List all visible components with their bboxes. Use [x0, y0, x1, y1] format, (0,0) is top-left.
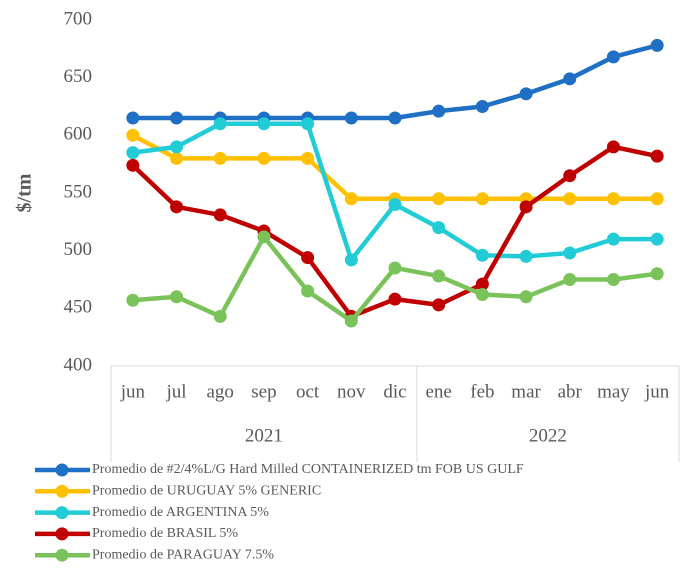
- point: [388, 198, 402, 212]
- point: [388, 292, 402, 306]
- y-tick-label: 550: [64, 181, 93, 202]
- point: [650, 232, 664, 246]
- point: [432, 221, 446, 235]
- x-tick-label: jul: [166, 381, 187, 402]
- point: [519, 200, 533, 214]
- legend-label: Promedio de URUGUAY 5% GENERIC: [92, 484, 321, 499]
- x-tick-label: abr: [558, 381, 583, 402]
- point: [563, 192, 577, 206]
- y-tick-label: 650: [64, 66, 93, 87]
- point: [170, 200, 184, 214]
- legend-label: Promedio de ARGENTINA 5%: [92, 505, 269, 520]
- point: [519, 290, 533, 304]
- point: [126, 158, 140, 172]
- legend-marker: [55, 506, 69, 520]
- point: [170, 290, 184, 304]
- point: [563, 246, 577, 260]
- point: [519, 87, 533, 101]
- point: [126, 128, 140, 142]
- group-label: 2021: [245, 425, 283, 446]
- y-tick-label: 500: [64, 239, 93, 260]
- x-tick-label: nov: [337, 381, 366, 402]
- y-tick-label: 450: [64, 297, 93, 318]
- x-tick-label: oct: [296, 381, 320, 402]
- point: [475, 100, 489, 113]
- series-line: [132, 121, 658, 263]
- point: [475, 192, 489, 206]
- point: [213, 151, 227, 165]
- x-tick-label: sep: [251, 381, 276, 402]
- x-tick-label: jun: [644, 381, 670, 402]
- point: [170, 111, 184, 125]
- point: [257, 117, 271, 131]
- point: [301, 251, 315, 265]
- x-tick-label: feb: [470, 381, 494, 402]
- point: [126, 293, 140, 307]
- point: [126, 111, 140, 125]
- legend-marker: [55, 548, 69, 562]
- point: [432, 298, 446, 312]
- legend-label: Promedio de PARAGUAY 7.5%: [92, 547, 274, 562]
- point: [519, 249, 533, 263]
- x-tick-label: mar: [511, 381, 541, 402]
- point: [475, 277, 489, 291]
- y-tick-label: 400: [64, 354, 93, 375]
- point: [563, 72, 577, 86]
- legend-label: Promedio de #2/4%L/G Hard Milled CONTAIN…: [92, 462, 524, 477]
- point: [650, 149, 664, 163]
- point: [301, 117, 315, 131]
- point: [126, 146, 140, 160]
- point: [170, 140, 184, 154]
- point: [606, 140, 620, 154]
- point: [388, 261, 402, 275]
- legend-marker: [55, 484, 69, 498]
- point: [257, 151, 271, 165]
- point: [606, 232, 620, 246]
- point: [432, 269, 446, 283]
- series-line: [132, 43, 658, 121]
- point: [606, 273, 620, 286]
- x-tick-label: ago: [207, 381, 234, 402]
- point: [301, 151, 315, 165]
- point: [213, 309, 227, 323]
- point: [650, 267, 664, 281]
- y-axis-label: $/tm: [14, 173, 36, 212]
- point: [388, 111, 402, 125]
- point: [563, 273, 577, 286]
- point: [432, 104, 446, 118]
- x-tick-label: may: [597, 381, 630, 402]
- y-tick-label: 700: [64, 8, 93, 29]
- point: [563, 169, 577, 183]
- point: [170, 151, 184, 165]
- point: [213, 208, 227, 222]
- point: [606, 50, 620, 64]
- series-line: [131, 133, 658, 202]
- legend-marker: [55, 527, 69, 541]
- point: [475, 248, 489, 262]
- point: [606, 192, 620, 206]
- point: [344, 192, 358, 206]
- point: [432, 192, 446, 206]
- y-tick-label: 600: [64, 124, 93, 145]
- point: [344, 314, 358, 328]
- point: [650, 38, 664, 52]
- x-tick-label: dic: [383, 381, 406, 402]
- legend-marker: [55, 463, 69, 477]
- legend-label: Promedio de BRASIL 5%: [92, 526, 238, 541]
- point: [213, 117, 227, 131]
- point: [344, 111, 358, 125]
- point: [257, 230, 271, 244]
- point: [650, 192, 664, 206]
- x-tick-label: jun: [120, 381, 146, 402]
- point: [344, 253, 358, 267]
- group-label: 2022: [529, 425, 567, 446]
- point: [475, 287, 489, 301]
- x-tick-label: ene: [426, 381, 452, 402]
- series-line: [131, 144, 658, 319]
- point: [301, 284, 315, 298]
